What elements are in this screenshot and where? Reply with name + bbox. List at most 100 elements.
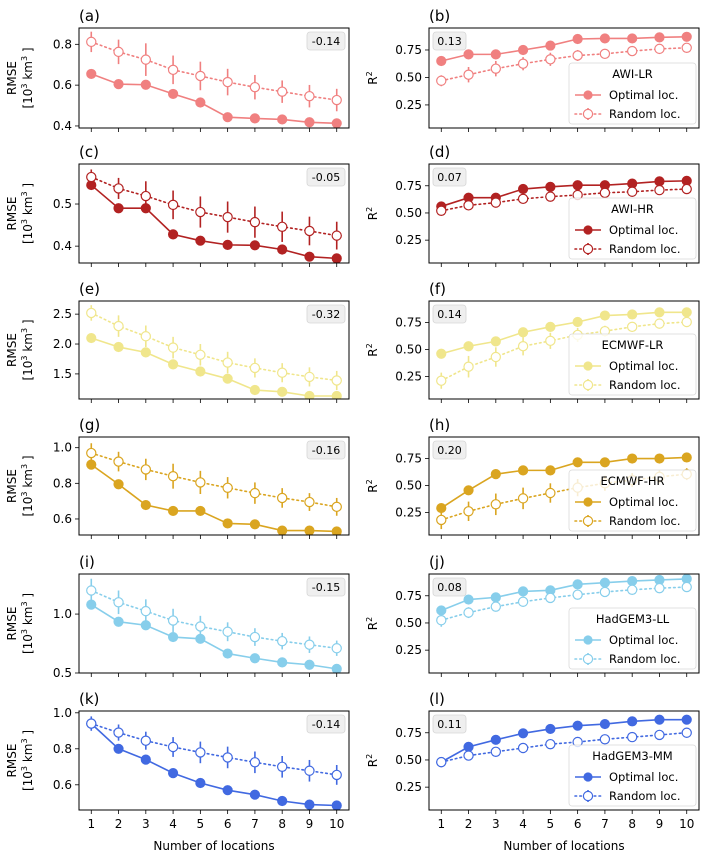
legend-box bbox=[568, 197, 697, 260]
random-point bbox=[331, 501, 342, 513]
superscript: 3 bbox=[20, 492, 29, 497]
random-point bbox=[167, 741, 179, 753]
annotation-badge bbox=[306, 440, 346, 460]
annotation-badge bbox=[306, 167, 346, 187]
random-point bbox=[249, 216, 261, 228]
random-point bbox=[113, 320, 124, 332]
random-point bbox=[222, 752, 233, 763]
plot-area bbox=[436, 31, 692, 87]
optimal-point bbox=[195, 777, 206, 789]
random-point bbox=[436, 756, 447, 768]
superscript: 3 bbox=[20, 629, 29, 634]
superscript: 3 bbox=[20, 219, 29, 224]
unit-text: ] bbox=[21, 319, 35, 328]
random-line bbox=[90, 41, 338, 101]
unit-text: km bbox=[21, 744, 35, 766]
y-tick-label: 0.8 bbox=[53, 476, 72, 490]
optimal-point bbox=[599, 718, 611, 730]
legend-random-marker bbox=[582, 515, 594, 527]
superscript: 2 bbox=[365, 343, 374, 348]
panel-label: (e) bbox=[79, 280, 100, 298]
unit-text: [10 bbox=[21, 361, 35, 381]
axes-frame bbox=[78, 436, 350, 536]
legend-box bbox=[568, 607, 697, 670]
legend-optimal-marker bbox=[583, 497, 593, 507]
superscript: 3 bbox=[20, 738, 29, 743]
legend-optimal-label: Optimal loc. bbox=[609, 359, 678, 373]
random-point bbox=[490, 746, 502, 757]
optimal-point bbox=[490, 49, 501, 60]
optimal-line bbox=[441, 311, 687, 355]
plot-area bbox=[436, 714, 692, 768]
random-point bbox=[463, 506, 474, 517]
random-point bbox=[331, 94, 342, 106]
random-point bbox=[545, 191, 556, 202]
random-point bbox=[222, 482, 233, 493]
random-point bbox=[517, 58, 529, 69]
legend-random-label: Random loc. bbox=[609, 378, 680, 392]
random-point bbox=[681, 183, 692, 195]
optimal-point bbox=[627, 575, 638, 587]
panel-label: (c) bbox=[79, 143, 99, 161]
annotation-badge bbox=[432, 714, 467, 734]
optimal-point bbox=[599, 310, 611, 321]
optimal-point bbox=[113, 203, 124, 214]
random-point bbox=[140, 605, 152, 617]
optimal-point bbox=[277, 657, 288, 668]
random-point bbox=[654, 318, 665, 329]
optimal-point bbox=[436, 605, 447, 616]
legend-random-marker bbox=[582, 790, 594, 802]
random-point bbox=[276, 761, 288, 773]
optimal-point bbox=[517, 327, 529, 338]
legend-title: ECMWF-LR bbox=[602, 338, 664, 352]
y-tick-label: 0.5 bbox=[53, 666, 72, 680]
y-tick-label: 1.5 bbox=[53, 367, 72, 381]
optimal-point bbox=[436, 55, 447, 67]
legend-optimal-marker bbox=[583, 90, 593, 100]
superscript: 3 bbox=[20, 191, 29, 196]
random-point bbox=[331, 230, 342, 241]
legend-random-marker bbox=[582, 653, 594, 665]
optimal-point bbox=[517, 465, 529, 476]
y-tick-label: 0.6 bbox=[53, 512, 72, 526]
y-axis-unit-label: [103 km3 ] bbox=[20, 47, 35, 108]
optimal-line bbox=[91, 337, 337, 397]
annotation-text: 0.11 bbox=[437, 718, 462, 731]
optimal-point bbox=[140, 754, 151, 765]
legend-random-label: Random loc. bbox=[609, 514, 680, 528]
x-tick-label: 4 bbox=[169, 817, 177, 831]
y-tick-label: 0.50 bbox=[395, 753, 422, 767]
panel-d: (d) 0.25 0.50 0.75 R2 0.07 AWI-HR Optimal loc. R… bbox=[365, 143, 700, 267]
optimal-point bbox=[222, 518, 233, 529]
y-tick-label: 0.25 bbox=[395, 780, 422, 794]
optimal-point bbox=[627, 453, 638, 464]
plot-area bbox=[86, 578, 342, 673]
y-axis-unit-label: [103 km3 ] bbox=[20, 730, 35, 791]
random-point bbox=[113, 727, 124, 738]
random-point bbox=[195, 477, 206, 488]
random-point bbox=[545, 592, 556, 604]
optimal-point bbox=[167, 88, 179, 100]
panel-label: (k) bbox=[79, 690, 99, 708]
random-point bbox=[195, 349, 206, 360]
random-point bbox=[599, 586, 611, 598]
y-tick-label: 0.6 bbox=[53, 778, 72, 792]
random-point bbox=[654, 729, 665, 741]
optimal-point bbox=[249, 789, 261, 800]
legend-optimal-label: Optimal loc. bbox=[609, 770, 678, 784]
r-text: R bbox=[366, 484, 380, 492]
optimal-point bbox=[331, 253, 342, 263]
random-point bbox=[572, 589, 583, 600]
annotation-text: 0.14 bbox=[437, 308, 462, 321]
optimal-line bbox=[440, 578, 687, 612]
unit-text: km bbox=[21, 197, 35, 219]
random-point bbox=[626, 731, 638, 743]
superscript: 2 bbox=[365, 207, 374, 212]
optimal-point bbox=[195, 633, 206, 644]
plot-area bbox=[86, 169, 342, 263]
plot-area bbox=[436, 574, 692, 627]
unit-text: km bbox=[21, 469, 35, 491]
optimal-line bbox=[90, 73, 337, 125]
